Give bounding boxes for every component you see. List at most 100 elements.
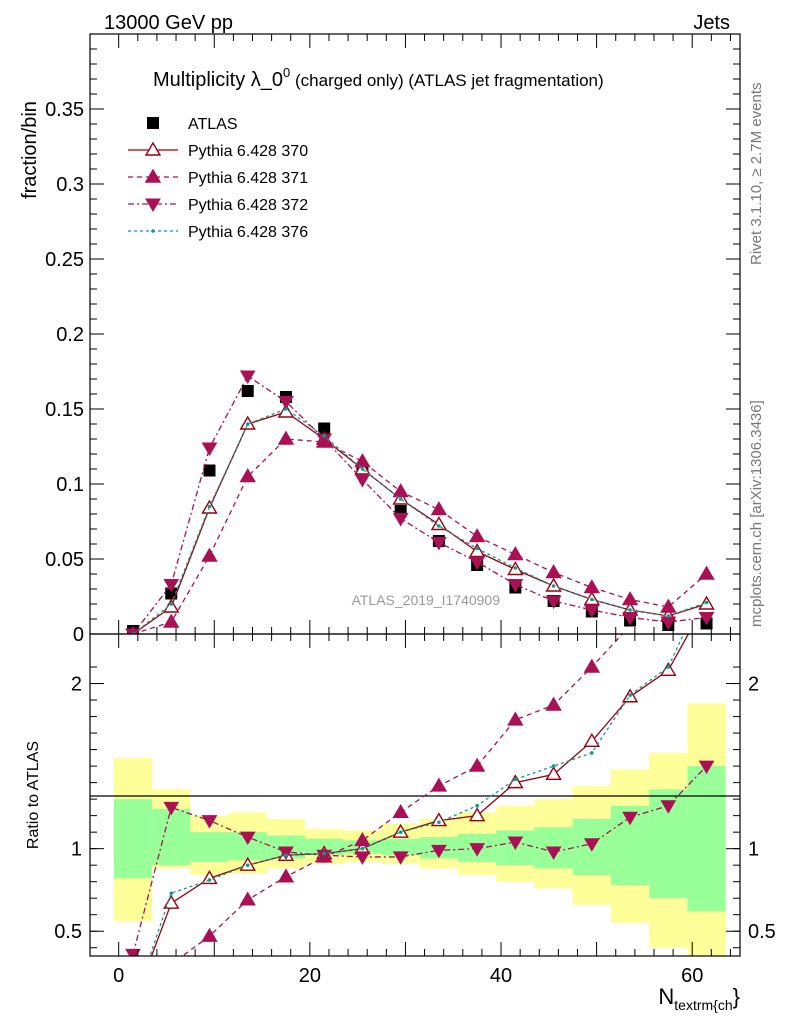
x-axis-label: Ntextrm{ch} (658, 984, 740, 1013)
series-2-point (163, 613, 180, 628)
series-2-point (430, 501, 448, 516)
series-3-point (201, 442, 218, 456)
main-series-layer (125, 370, 715, 634)
ratio-3-point (207, 878, 212, 882)
series-3-point (431, 537, 447, 551)
series-0-point (203, 464, 216, 477)
ratio-2-point (239, 831, 256, 846)
ratio-y-tick-label: 1 (71, 839, 82, 861)
ratio-3-point (705, 583, 709, 587)
series-2-point (583, 579, 601, 594)
series-3-point (622, 612, 638, 626)
legend-label-0: ATLAS (188, 116, 238, 133)
series-4-point (398, 497, 403, 501)
ratio-line-3 (149, 634, 685, 956)
ratio-band-green (381, 838, 420, 856)
ratio-0-point (468, 807, 486, 822)
ratio-panel: 0.5 0.51 12 20 20 40 60 (54, 511, 776, 987)
ratio-3-point (360, 846, 365, 851)
ratio-y-tick-label: 0.5 (54, 921, 82, 943)
series-3-point (392, 513, 409, 527)
ratio-line-1 (181, 634, 624, 956)
main-y-axis: 0 0.05 0.1 0.15 0.2 0.25 0.3 0.35 (45, 34, 740, 646)
series-3-point (354, 474, 371, 488)
ratio-2-point (201, 815, 218, 829)
legend-marker-1 (144, 141, 162, 156)
header-energy-label: 13000 GeV pp (104, 12, 233, 34)
rivet-version-label: Rivet 3.1.10, ≥ 2.7M events (748, 83, 765, 266)
x-tick-label: 0 (113, 965, 124, 987)
series-2-point (507, 546, 524, 561)
ratio-3-point (398, 830, 403, 834)
series-4-point (513, 566, 518, 570)
x-tick-label: 20 (299, 965, 321, 987)
series-3-point (469, 556, 486, 570)
ratio-band-green (113, 799, 153, 879)
ratio-1-point (507, 711, 524, 726)
ratio-line-2 (132, 765, 708, 955)
ratio-band-green (190, 832, 229, 862)
ratio-1-point (171, 955, 172, 956)
ratio-3-point (169, 891, 174, 896)
main-y-tick-label: 0 (73, 624, 84, 646)
ratio-0-point (545, 765, 562, 781)
ratio-3-point (628, 693, 632, 697)
series-1-point (163, 598, 180, 613)
series-3-point (545, 595, 562, 609)
ratio-2-point (545, 846, 562, 860)
ratio-0-point (430, 812, 448, 827)
main-y-tick-label: 0.2 (56, 324, 84, 346)
ratio-2-point (354, 851, 371, 865)
ratio-0-point (660, 661, 677, 677)
ratio-y-tick-label: 2 (71, 674, 82, 696)
ratio-1-point (661, 577, 675, 589)
series-3-point (125, 628, 141, 634)
ratio-2-point (507, 836, 524, 851)
ratio-3-point (513, 777, 518, 782)
legend-label-4: Pythia 6.428 376 (188, 224, 308, 241)
series-3-point (583, 604, 600, 618)
main-y-tick-label: 0.3 (56, 174, 84, 196)
ratio-1-point (239, 891, 256, 906)
series-line-4 (132, 408, 707, 634)
ratio-2-point (660, 800, 677, 814)
legend: ATLAS Pythia 6.428 370 Pythia 6.428 371 Pyt… (128, 116, 308, 241)
series-3-point (507, 579, 524, 593)
series-1-point (430, 516, 448, 531)
ratio-1-point (545, 696, 562, 711)
series-4-point (207, 504, 212, 509)
ratio-1-point (583, 658, 601, 673)
series-2-point (698, 565, 715, 580)
ratio-2-point (469, 843, 486, 857)
main-y-tick-label: 0.1 (56, 474, 84, 496)
ratio-y-tick-label-right: 2 (748, 674, 759, 696)
series-4-point (322, 434, 326, 438)
ratio-2-point (698, 760, 715, 775)
ratio-2-point (583, 838, 600, 852)
series-2-point (660, 598, 677, 613)
series-line-3 (132, 375, 707, 634)
series-4-point (551, 584, 556, 588)
series-line-2 (132, 438, 707, 634)
series-2-point (277, 430, 295, 445)
ratio-1-point (277, 868, 295, 883)
series-4-point (628, 608, 632, 612)
ratio-2-point (163, 801, 180, 816)
series-0-point (241, 385, 254, 397)
ratio-1-point (392, 803, 409, 819)
series-4-point (245, 422, 250, 426)
ratio-1-point (700, 511, 714, 523)
ratio-0-point (201, 870, 218, 885)
series-4-point (475, 546, 479, 551)
series-3-point (239, 370, 256, 384)
main-y-tick-label: 0.25 (45, 249, 84, 271)
legend-label-1: Pythia 6.428 370 (188, 143, 308, 160)
series-0-point (318, 422, 331, 435)
ratio-1-point (468, 757, 486, 772)
series-3-point (316, 433, 333, 447)
legend-marker-4 (151, 229, 155, 233)
legend-label-3: Pythia 6.428 372 (188, 197, 308, 214)
ratio-3-point (245, 863, 250, 867)
series-3-point (278, 396, 294, 410)
main-y-tick-label: 0.15 (45, 399, 84, 421)
